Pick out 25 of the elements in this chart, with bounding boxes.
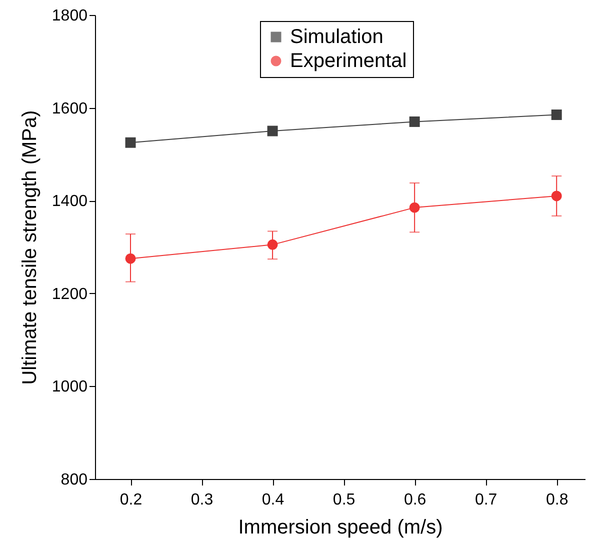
point [551, 110, 562, 120]
y-tick-label: 1600 [52, 100, 88, 118]
x-tick-label: 0.4 [262, 492, 284, 508]
point [551, 190, 562, 202]
legend-label: Simulation [290, 26, 384, 48]
x-tick-label: 0.5 [332, 492, 356, 508]
y-tick-label: 1800 [52, 8, 88, 24]
x-tick-label: 0.7 [474, 492, 498, 508]
point [125, 137, 136, 148]
x-tick-label: 0.2 [120, 492, 142, 508]
x-tick-label: 0.6 [404, 492, 426, 508]
point [125, 253, 136, 264]
point [409, 202, 420, 213]
point [409, 116, 420, 127]
y-tick-label: 1000 [52, 378, 88, 396]
y-tick-label: 1200 [52, 286, 88, 303]
y-axis-title: Ultimate tensile strength (MPa) [18, 110, 41, 385]
point [267, 239, 278, 250]
y-tick-label: 1400 [52, 193, 88, 210]
x-tick-label: 0.8 [546, 492, 568, 508]
y-tick-label: 800 [60, 472, 88, 488]
point [267, 126, 278, 136]
legend-label: Experimental [290, 50, 407, 72]
x-axis-title: Immersion speed (m/s) [238, 516, 443, 538]
x-tick-label: 0.3 [190, 492, 214, 508]
